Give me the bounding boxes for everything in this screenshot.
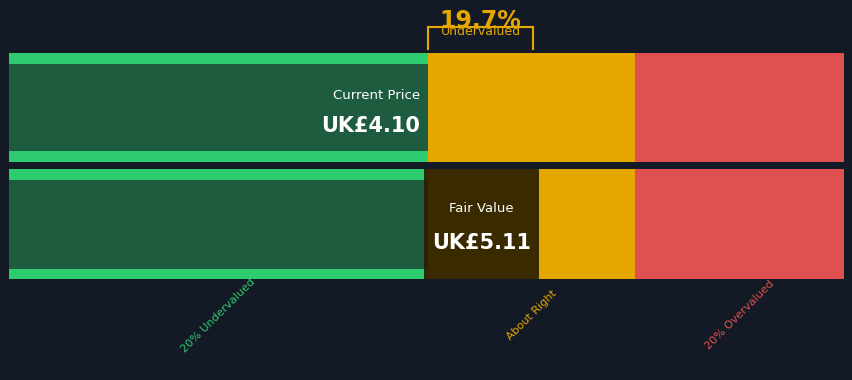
Text: 20% Undervalued: 20% Undervalued [179,277,257,354]
Text: UK£5.11: UK£5.11 [431,233,530,253]
Bar [9,169,428,279]
Text: About Right: About Right [504,288,558,342]
Bar [9,169,428,180]
Bar [9,53,428,64]
Bar [428,53,635,162]
Text: Undervalued: Undervalued [440,25,520,38]
Bar [635,169,843,279]
Text: 19.7%: 19.7% [440,10,521,33]
Text: Current Price: Current Price [332,89,419,103]
Bar [9,269,428,279]
Text: UK£4.10: UK£4.10 [320,116,419,136]
Bar [428,169,635,279]
Bar [635,53,843,162]
Bar [9,151,428,162]
Text: Fair Value: Fair Value [449,203,513,215]
Text: 20% Overvalued: 20% Overvalued [703,279,775,352]
Bar [9,53,428,162]
Bar [423,169,538,279]
